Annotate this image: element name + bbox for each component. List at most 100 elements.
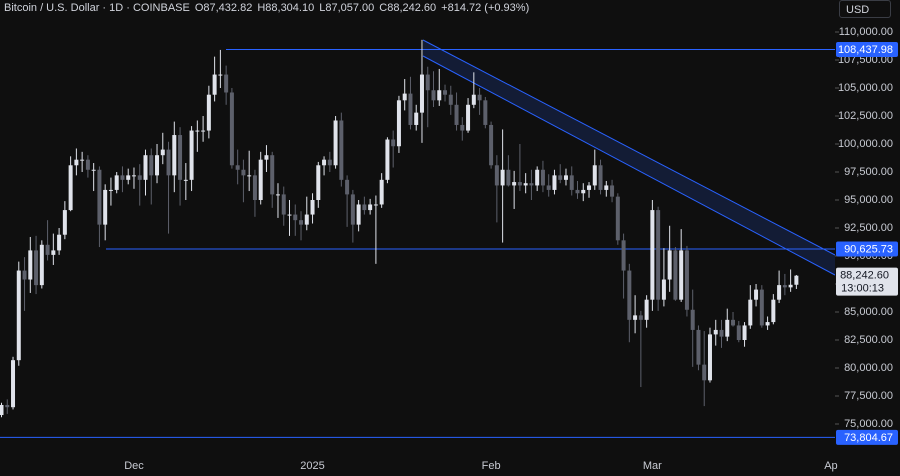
candle-body bbox=[661, 279, 666, 300]
candle-body bbox=[759, 289, 764, 326]
candle-body bbox=[218, 74, 223, 76]
candle-body bbox=[224, 74, 229, 93]
level-label: 73,804.67 bbox=[844, 432, 893, 444]
x-tick-label: 2025 bbox=[300, 460, 324, 472]
candle-body bbox=[529, 183, 534, 186]
candle-body bbox=[414, 112, 419, 125]
candle-body bbox=[74, 159, 79, 166]
candle-body bbox=[765, 322, 770, 326]
candle-body bbox=[16, 270, 21, 361]
currency-button[interactable]: USD bbox=[839, 0, 891, 18]
candle-body bbox=[771, 299, 776, 323]
candle-body bbox=[777, 285, 782, 300]
candle-body bbox=[189, 130, 194, 180]
legend-low: L87,057.00 bbox=[319, 2, 375, 14]
candle-body bbox=[604, 185, 609, 190]
candle-body bbox=[322, 159, 327, 166]
candle-body bbox=[581, 189, 586, 194]
candle-body bbox=[500, 169, 505, 186]
candle-body bbox=[494, 165, 499, 186]
y-tick-label: 77,500.00 bbox=[844, 390, 893, 402]
candle-body bbox=[241, 169, 246, 176]
candle-body bbox=[39, 244, 44, 286]
candle-body bbox=[183, 179, 188, 181]
x-tick-label: Feb bbox=[482, 460, 501, 472]
candle-body bbox=[327, 159, 332, 166]
candle-body bbox=[22, 270, 27, 280]
candle-body bbox=[57, 234, 62, 251]
candle-body bbox=[350, 194, 355, 225]
candle-body bbox=[11, 360, 16, 408]
level-label-box bbox=[836, 241, 898, 257]
candle-body bbox=[667, 250, 672, 280]
candle-body bbox=[575, 189, 580, 194]
level-label-box bbox=[836, 429, 898, 445]
candle-body bbox=[258, 159, 263, 201]
candle-body bbox=[281, 194, 286, 215]
candle-body bbox=[408, 93, 413, 125]
candle-body bbox=[627, 270, 632, 320]
candle-body bbox=[62, 210, 67, 235]
candle-body bbox=[696, 329, 701, 365]
y-tick-label: 95,000.00 bbox=[844, 194, 893, 206]
candle-body bbox=[506, 169, 511, 186]
candle-body bbox=[137, 175, 142, 180]
candle-body bbox=[91, 169, 96, 171]
candle-body bbox=[333, 120, 338, 166]
candle-body bbox=[477, 94, 482, 101]
candle-body bbox=[114, 175, 119, 190]
last-price-box bbox=[836, 267, 898, 296]
candle-body bbox=[540, 169, 545, 186]
y-tick-label: 102,500.00 bbox=[838, 110, 893, 122]
legend-change: +814.72 (+0.93%) bbox=[441, 2, 530, 14]
candle-body bbox=[293, 214, 298, 221]
candle-body bbox=[748, 299, 753, 326]
candle-body bbox=[379, 179, 384, 205]
candle-body bbox=[34, 250, 39, 286]
candle-body bbox=[385, 139, 390, 180]
candle-body bbox=[650, 210, 655, 300]
candle-body bbox=[754, 289, 759, 300]
candle-body bbox=[212, 74, 217, 95]
candle-body bbox=[270, 155, 275, 195]
candle-body bbox=[782, 285, 787, 288]
level-label-box bbox=[836, 41, 898, 57]
candle-body bbox=[638, 315, 643, 320]
level-label: 90,625.73 bbox=[844, 243, 893, 255]
candle-body bbox=[229, 92, 234, 166]
legend-close: C88,242.60 bbox=[379, 2, 437, 14]
candle-body bbox=[264, 155, 269, 160]
candle-body bbox=[684, 250, 689, 310]
candle-body bbox=[679, 250, 684, 300]
candle-body bbox=[362, 204, 367, 211]
candle-body bbox=[80, 159, 85, 161]
candle-body bbox=[673, 250, 678, 300]
candle-body bbox=[656, 210, 661, 300]
candle-body bbox=[252, 175, 257, 201]
candle-body bbox=[731, 319, 736, 326]
candle-body bbox=[443, 90, 448, 95]
candle-body bbox=[448, 94, 453, 105]
candle-body bbox=[28, 250, 33, 280]
candle-body bbox=[172, 135, 177, 176]
last-price-label: 88,242.60 bbox=[840, 270, 889, 282]
candle-body bbox=[131, 175, 136, 177]
candle-body bbox=[437, 90, 442, 101]
candle-body bbox=[356, 204, 361, 225]
candle-body bbox=[610, 185, 615, 197]
candle-body bbox=[517, 182, 522, 186]
y-tick-label: 100,000.00 bbox=[838, 138, 893, 150]
candle-body bbox=[471, 94, 476, 105]
candle-body bbox=[702, 364, 707, 381]
candle-body bbox=[339, 120, 344, 180]
candle-body bbox=[310, 200, 315, 215]
candle-body bbox=[460, 124, 465, 131]
candle-body bbox=[535, 169, 540, 186]
y-tick-label: 105,000.00 bbox=[838, 82, 893, 94]
candle-body bbox=[552, 175, 557, 190]
y-tick-label: 82,500.00 bbox=[844, 334, 893, 346]
candle-body bbox=[85, 159, 90, 170]
legend-high: H88,304.10 bbox=[257, 2, 315, 14]
